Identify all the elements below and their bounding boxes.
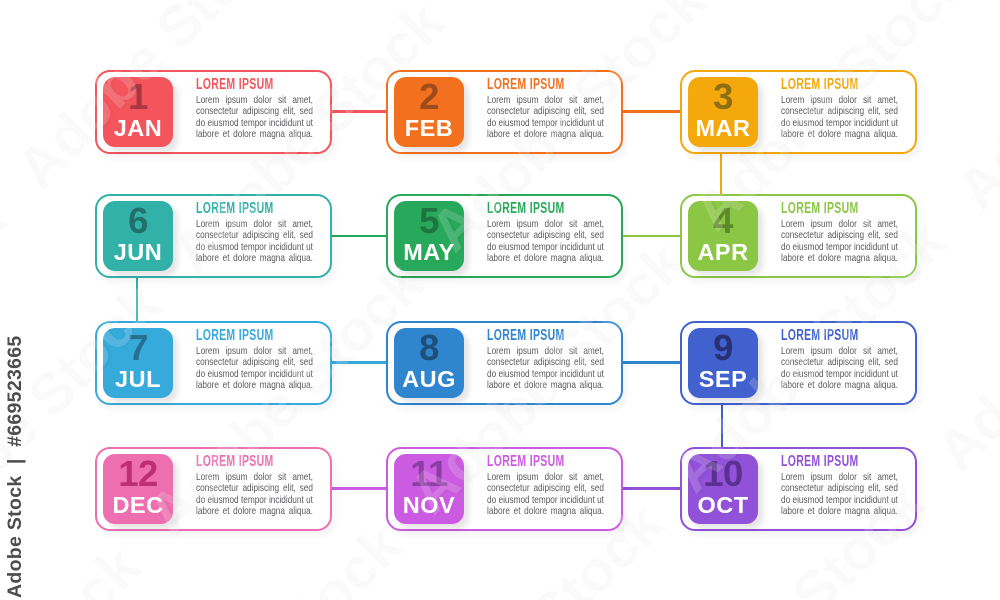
svg-text:Adobe Stock: Adobe Stock [941, 0, 1000, 222]
svg-text:Adobe Stock: Adobe Stock [439, 0, 736, 2]
svg-text:Adobe Stock: Adobe Stock [945, 0, 1000, 222]
svg-text:Adobe Stock: Adobe Stock [0, 0, 217, 45]
svg-text:Adobe Stock: Adobe Stock [0, 0, 213, 45]
svg-text:Adobe Stock: Adobe Stock [920, 186, 1000, 483]
svg-text:Adobe Stock: Adobe Stock [443, 0, 740, 3]
svg-text:Adobe Stock: Adobe Stock [924, 187, 1000, 484]
